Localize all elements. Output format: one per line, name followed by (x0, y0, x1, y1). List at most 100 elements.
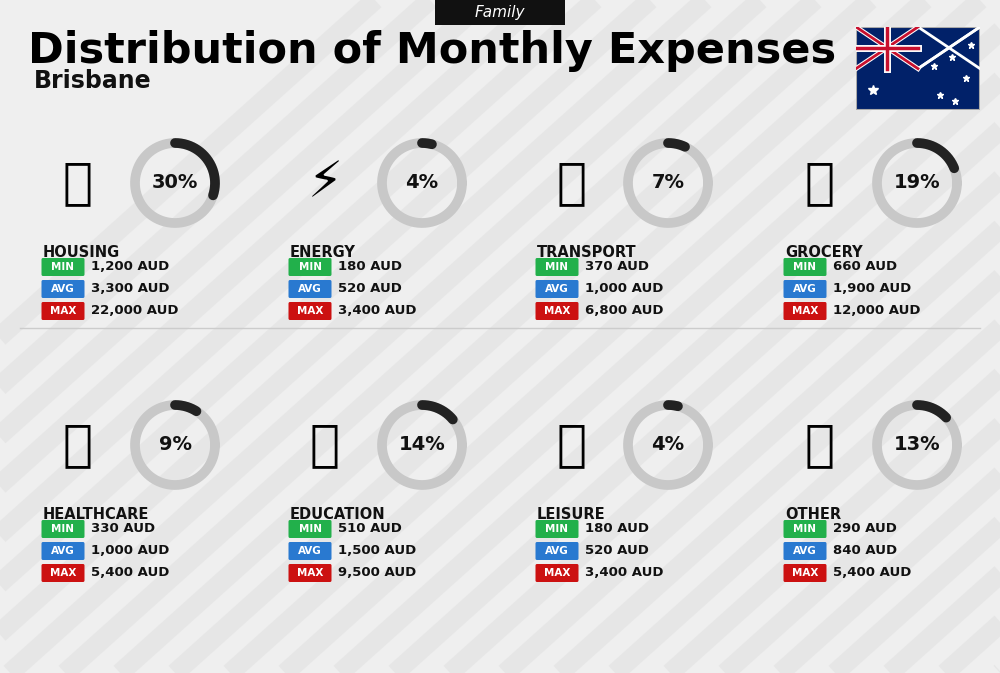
Text: 7%: 7% (652, 174, 684, 192)
FancyBboxPatch shape (536, 542, 578, 560)
Text: 22,000 AUD: 22,000 AUD (91, 304, 178, 318)
Text: AVG: AVG (298, 546, 322, 556)
Text: 330 AUD: 330 AUD (91, 522, 155, 536)
FancyBboxPatch shape (784, 258, 826, 276)
Text: MIN: MIN (546, 524, 568, 534)
Text: AVG: AVG (51, 284, 75, 294)
FancyBboxPatch shape (784, 520, 826, 538)
Text: 1,200 AUD: 1,200 AUD (91, 260, 169, 273)
FancyBboxPatch shape (288, 258, 332, 276)
Text: 🛍: 🛍 (557, 421, 587, 469)
Text: 1,900 AUD: 1,900 AUD (833, 283, 911, 295)
Text: AVG: AVG (545, 546, 569, 556)
Text: 👜: 👜 (805, 421, 835, 469)
Text: 520 AUD: 520 AUD (585, 544, 649, 557)
Text: AVG: AVG (298, 284, 322, 294)
Text: MIN: MIN (298, 524, 322, 534)
Text: MIN: MIN (794, 524, 816, 534)
Text: 180 AUD: 180 AUD (585, 522, 649, 536)
Text: 3,300 AUD: 3,300 AUD (91, 283, 170, 295)
Text: 290 AUD: 290 AUD (833, 522, 897, 536)
Text: 🎓: 🎓 (310, 421, 340, 469)
Text: 1,000 AUD: 1,000 AUD (585, 283, 663, 295)
Text: 1,000 AUD: 1,000 AUD (91, 544, 169, 557)
Text: AVG: AVG (793, 284, 817, 294)
Text: ENERGY: ENERGY (290, 245, 356, 260)
Text: 30%: 30% (152, 174, 198, 192)
Text: 4%: 4% (405, 174, 439, 192)
FancyBboxPatch shape (536, 258, 578, 276)
FancyBboxPatch shape (42, 520, 84, 538)
Text: MAX: MAX (297, 306, 323, 316)
FancyBboxPatch shape (536, 564, 578, 582)
Text: EDUCATION: EDUCATION (290, 507, 386, 522)
Text: Distribution of Monthly Expenses: Distribution of Monthly Expenses (28, 30, 836, 72)
Text: MIN: MIN (52, 524, 74, 534)
Text: MAX: MAX (544, 306, 570, 316)
Text: AVG: AVG (545, 284, 569, 294)
FancyBboxPatch shape (42, 542, 84, 560)
FancyBboxPatch shape (784, 542, 826, 560)
Text: HEALTHCARE: HEALTHCARE (43, 507, 149, 522)
Text: MIN: MIN (794, 262, 816, 272)
FancyBboxPatch shape (288, 280, 332, 298)
Text: 6,800 AUD: 6,800 AUD (585, 304, 664, 318)
FancyBboxPatch shape (536, 520, 578, 538)
Text: 19%: 19% (894, 174, 940, 192)
Text: 5,400 AUD: 5,400 AUD (833, 567, 911, 579)
Text: MAX: MAX (792, 306, 818, 316)
Text: 🏢: 🏢 (63, 159, 93, 207)
Text: 💊: 💊 (63, 421, 93, 469)
FancyBboxPatch shape (288, 564, 332, 582)
FancyBboxPatch shape (536, 302, 578, 320)
Text: TRANSPORT: TRANSPORT (537, 245, 637, 260)
Text: ⚡: ⚡ (307, 159, 343, 207)
Text: 520 AUD: 520 AUD (338, 283, 402, 295)
Text: AVG: AVG (51, 546, 75, 556)
Text: MIN: MIN (52, 262, 74, 272)
Text: MAX: MAX (297, 568, 323, 578)
Text: 4%: 4% (651, 435, 685, 454)
Text: MAX: MAX (544, 568, 570, 578)
Text: 3,400 AUD: 3,400 AUD (338, 304, 416, 318)
Text: 510 AUD: 510 AUD (338, 522, 402, 536)
Text: 9,500 AUD: 9,500 AUD (338, 567, 416, 579)
Text: MAX: MAX (792, 568, 818, 578)
Text: 13%: 13% (894, 435, 940, 454)
FancyBboxPatch shape (784, 564, 826, 582)
Text: 3,400 AUD: 3,400 AUD (585, 567, 664, 579)
FancyBboxPatch shape (42, 564, 84, 582)
Text: OTHER: OTHER (785, 507, 841, 522)
FancyBboxPatch shape (288, 520, 332, 538)
Text: AVG: AVG (793, 546, 817, 556)
Text: 370 AUD: 370 AUD (585, 260, 649, 273)
FancyBboxPatch shape (288, 542, 332, 560)
FancyBboxPatch shape (784, 302, 826, 320)
Text: 840 AUD: 840 AUD (833, 544, 897, 557)
Text: Family: Family (475, 5, 525, 20)
Text: Brisbane: Brisbane (34, 69, 152, 93)
Text: 9%: 9% (158, 435, 192, 454)
FancyBboxPatch shape (435, 0, 565, 25)
Text: GROCERY: GROCERY (785, 245, 863, 260)
Text: 12,000 AUD: 12,000 AUD (833, 304, 920, 318)
Text: 🛒: 🛒 (805, 159, 835, 207)
Text: HOUSING: HOUSING (43, 245, 120, 260)
Text: 660 AUD: 660 AUD (833, 260, 897, 273)
Text: LEISURE: LEISURE (537, 507, 606, 522)
Text: 180 AUD: 180 AUD (338, 260, 402, 273)
FancyBboxPatch shape (856, 27, 980, 110)
Text: MIN: MIN (298, 262, 322, 272)
FancyBboxPatch shape (42, 258, 84, 276)
FancyBboxPatch shape (784, 280, 826, 298)
FancyBboxPatch shape (42, 280, 84, 298)
Text: MAX: MAX (50, 306, 76, 316)
Text: MAX: MAX (50, 568, 76, 578)
Text: 1,500 AUD: 1,500 AUD (338, 544, 416, 557)
Text: MIN: MIN (546, 262, 568, 272)
Text: 🚌: 🚌 (557, 159, 587, 207)
FancyBboxPatch shape (42, 302, 84, 320)
Text: 14%: 14% (399, 435, 445, 454)
FancyBboxPatch shape (536, 280, 578, 298)
Text: 5,400 AUD: 5,400 AUD (91, 567, 169, 579)
